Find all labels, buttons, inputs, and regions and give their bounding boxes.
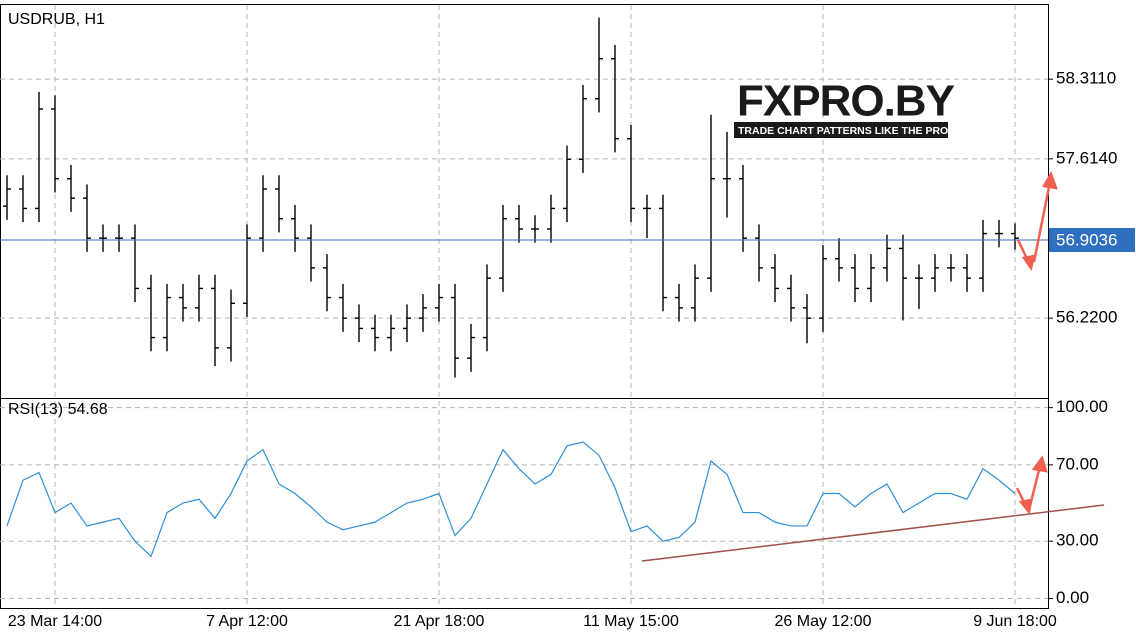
trend-line — [641, 504, 1105, 562]
x-tick-label: 11 May 15:00 — [583, 613, 679, 630]
logo-band — [734, 122, 948, 138]
x-tick-label: 7 Apr 12:00 — [206, 613, 288, 630]
arrows — [1015, 171, 1058, 515]
x-tick-label: 26 May 12:00 — [775, 613, 872, 630]
arrow-head — [1031, 455, 1048, 473]
last-price-label: 56.9036 — [1056, 231, 1117, 250]
logo-tagline: TRADE CHART PATTERNS LIKE THE PROS — [738, 125, 955, 137]
x-tick-label: 9 Jun 18:00 — [973, 613, 1057, 630]
last-price-box — [1049, 228, 1135, 253]
arrow-head — [1018, 498, 1033, 515]
logo: FXPRO.BY TRADE CHART PATTERNS LIKE THE P… — [734, 77, 956, 138]
rsi-line — [6, 441, 1016, 558]
y-tick-label: 100.00 — [1056, 397, 1108, 416]
y-tick-label: 57.6140 — [1056, 148, 1117, 167]
x-tick-label: 23 Mar 14:00 — [8, 613, 102, 630]
y-tick-label: 70.00 — [1056, 454, 1099, 473]
arrow-up — [1032, 181, 1052, 263]
y-tick-label: 58.3110 — [1056, 69, 1116, 88]
chart-title: USDRUB, H1 — [8, 11, 105, 28]
arrow-head — [1021, 254, 1036, 271]
y-tick-label: 30.00 — [1056, 531, 1099, 550]
y-tick-label: 0.00 — [1056, 588, 1089, 607]
x-tick-label: 21 Apr 18:00 — [394, 613, 485, 630]
rsi-title: RSI(13) 54.68 — [8, 401, 108, 418]
arrow-head — [1042, 171, 1058, 190]
logo-text: FXPRO.BY — [737, 77, 955, 126]
plot-frame — [0, 4, 1049, 609]
arrow-up — [1028, 465, 1042, 507]
y-tick-label: 56.2200 — [1056, 308, 1117, 327]
